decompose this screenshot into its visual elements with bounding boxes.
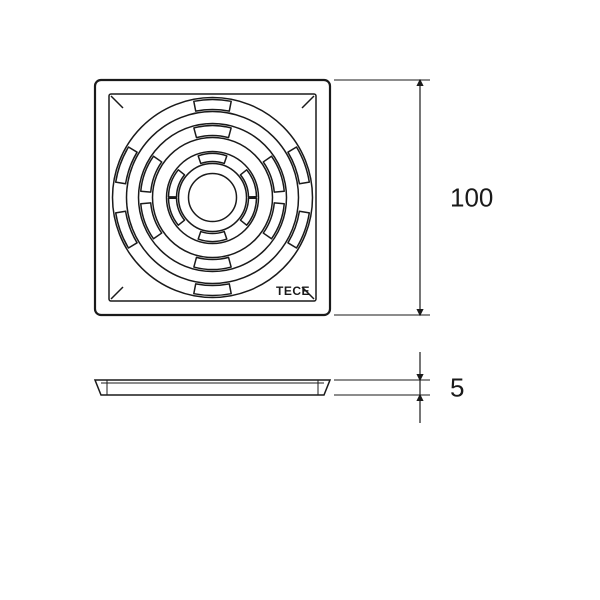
slot — [141, 156, 162, 192]
slot — [194, 99, 231, 111]
slot — [263, 156, 284, 192]
slot — [194, 126, 231, 138]
ring — [189, 174, 237, 222]
slot — [194, 257, 231, 269]
slot — [194, 284, 231, 296]
slot — [288, 147, 309, 184]
slot — [198, 232, 227, 242]
dimension-label-100: 100 — [450, 183, 493, 213]
slot — [141, 203, 162, 239]
brand-label: TECE — [276, 284, 310, 298]
slot — [288, 211, 309, 248]
corner-diagonal — [302, 96, 314, 108]
slot — [116, 147, 137, 184]
ring — [139, 124, 287, 272]
dimension-label-5: 5 — [450, 373, 464, 403]
ring — [167, 152, 259, 244]
corner-diagonal — [111, 96, 123, 108]
slot — [116, 211, 137, 248]
dimensions: 100 5 — [334, 80, 493, 423]
slot — [263, 203, 284, 239]
side-view — [95, 380, 330, 395]
outer-frame — [95, 80, 330, 315]
side-profile — [95, 380, 330, 395]
corner-diagonal — [111, 287, 123, 299]
slot — [198, 154, 227, 164]
top-view: TECE — [95, 80, 330, 315]
